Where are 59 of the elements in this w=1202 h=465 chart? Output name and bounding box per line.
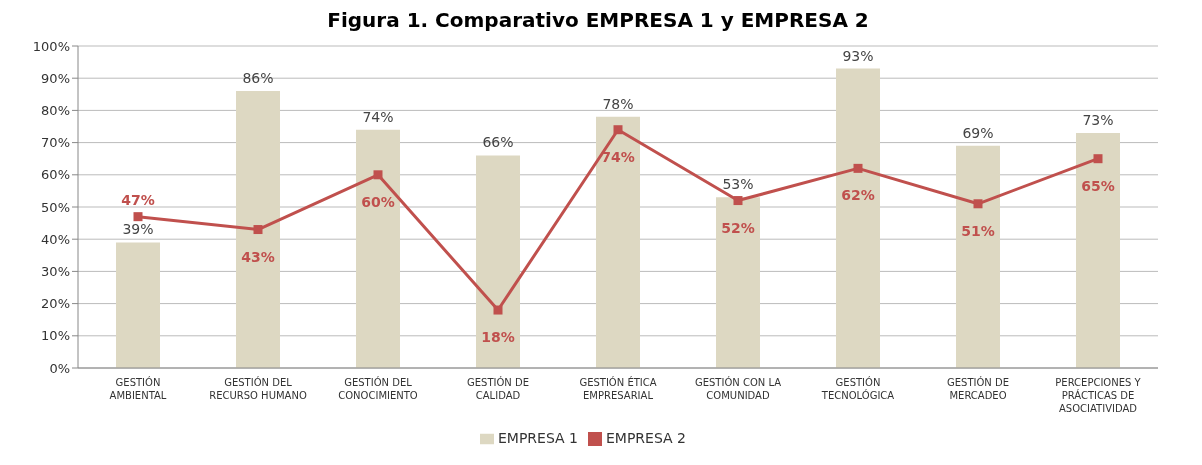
data-label: 74% [601,148,635,165]
data-label: 52% [721,219,755,236]
legend-label: EMPRESA 2 [606,430,687,446]
y-tick-label: 50% [41,199,70,215]
x-tick-label: PERCEPCIONES Y PRÁCTICAS DE ASOCIATIVIDAD [1055,377,1142,414]
y-tick-label: 40% [41,231,70,247]
point [853,163,863,173]
data-label: 73% [1082,111,1114,128]
bar [956,145,1000,368]
y-tick-label: 70% [41,135,70,151]
bar [596,116,640,368]
y-tick-label: 100% [32,38,70,54]
y-tick-label: 20% [41,296,70,312]
point [373,170,383,180]
point [733,196,743,206]
data-label: 51% [961,222,995,239]
bar [1076,132,1120,368]
bar [836,68,880,368]
data-label: 18% [481,329,515,346]
point [613,125,623,135]
data-label: 86% [242,70,274,87]
data-label: 74% [362,108,394,125]
bar [356,129,400,368]
data-label: 43% [241,248,275,265]
x-tick-label: GESTIÓN DE MERCADEO [946,376,1010,401]
data-label: 60% [361,193,395,210]
bar [116,242,160,368]
data-label: 65% [1081,177,1115,194]
point [1093,154,1103,164]
data-label: 47% [121,191,155,208]
data-label: 66% [482,134,514,151]
legend-label: EMPRESA 1 [497,430,578,446]
y-tick-label: 10% [41,328,70,344]
point [253,225,263,235]
x-tick-label: GESTIÓN DEL RECURSO HUMANO [209,376,307,401]
bar [716,197,760,368]
chart-title: Figura 1. Comparativo EMPRESA 1 y EMPRESA 2 [326,8,870,34]
bar [236,91,280,368]
point [493,305,503,315]
point [133,212,143,222]
y-tick-label: 0% [49,360,70,376]
x-tick-label: GESTIÓN ÉTICA EMPRESARIAL [579,376,657,401]
y-tick-label: 60% [41,167,70,183]
bar [476,155,520,368]
x-tick-label: GESTIÓN DE CALIDAD [466,376,530,401]
y-tick-label: 90% [41,70,70,86]
x-tick-label: GESTIÓN AMBIENTAL [109,376,167,401]
data-label: 69% [962,124,994,141]
point [973,199,983,209]
data-label: 39% [122,221,154,238]
data-label: 78% [602,95,634,112]
data-label: 93% [842,47,874,64]
x-tick-label: GESTIÓN DEL CONOCIMIENTO [338,376,418,401]
data-label: 62% [841,187,875,204]
x-tick-label: GESTIÓN CON LA COMUNIDAD [694,376,782,401]
x-tick-label: GESTIÓN TECNOLÓGICA [820,376,895,401]
data-label: 53% [722,176,754,193]
y-tick-label: 30% [41,264,70,280]
y-tick-label: 80% [41,103,70,119]
